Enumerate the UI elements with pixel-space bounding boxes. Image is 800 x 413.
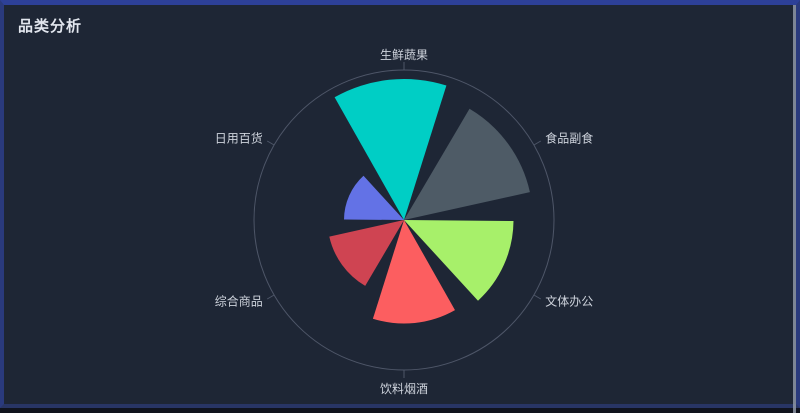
right-edge-strip (793, 5, 796, 413)
label-tick (533, 294, 542, 300)
rose-sector-6[interactable] (344, 175, 404, 220)
label-tick (266, 140, 275, 146)
category-label: 食品副食 (545, 131, 593, 146)
panel-title: 品类分析 (18, 18, 83, 35)
label-tick (266, 294, 275, 300)
rose-sector-5[interactable] (329, 220, 404, 286)
rose-sector-1[interactable] (334, 78, 447, 220)
label-tick (533, 140, 542, 146)
rose-sector-2[interactable] (404, 108, 530, 220)
category-label: 综合商品 (215, 294, 263, 309)
rose-sector-3[interactable] (404, 220, 514, 301)
rose-sector-4[interactable] (372, 220, 455, 324)
category-label: 生鲜蔬果 (380, 48, 428, 62)
category-label: 饮料烟酒 (380, 382, 428, 396)
category-label: 日用百货 (215, 131, 263, 146)
category-label: 文体办公 (545, 294, 593, 309)
